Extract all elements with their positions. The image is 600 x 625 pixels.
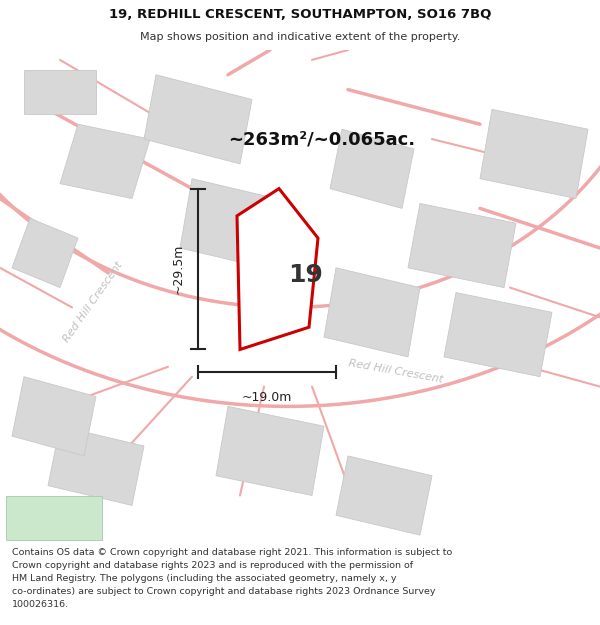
Text: Red Hill Crescent: Red Hill Crescent xyxy=(348,359,444,385)
Polygon shape xyxy=(24,70,96,114)
Polygon shape xyxy=(444,292,552,377)
Polygon shape xyxy=(12,218,78,288)
Polygon shape xyxy=(216,406,324,496)
Text: 19, REDHILL CRESCENT, SOUTHAMPTON, SO16 7BQ: 19, REDHILL CRESCENT, SOUTHAMPTON, SO16 … xyxy=(109,8,491,21)
Polygon shape xyxy=(48,426,144,506)
Text: Red Hill Crescent: Red Hill Crescent xyxy=(61,261,125,344)
Polygon shape xyxy=(237,189,318,349)
Polygon shape xyxy=(60,124,150,199)
Polygon shape xyxy=(324,268,420,357)
Text: 19: 19 xyxy=(289,263,323,288)
Polygon shape xyxy=(330,129,414,208)
Text: ~29.5m: ~29.5m xyxy=(172,244,185,294)
Text: Map shows position and indicative extent of the property.: Map shows position and indicative extent… xyxy=(140,32,460,42)
Polygon shape xyxy=(336,456,432,535)
Polygon shape xyxy=(144,75,252,164)
Polygon shape xyxy=(180,179,276,268)
Text: Contains OS data © Crown copyright and database right 2021. This information is : Contains OS data © Crown copyright and d… xyxy=(12,548,452,609)
Polygon shape xyxy=(6,496,102,540)
Text: ~263m²/~0.065ac.: ~263m²/~0.065ac. xyxy=(228,130,415,148)
Polygon shape xyxy=(480,109,588,199)
Polygon shape xyxy=(12,377,96,456)
Text: ~19.0m: ~19.0m xyxy=(242,391,292,404)
Polygon shape xyxy=(408,204,516,288)
